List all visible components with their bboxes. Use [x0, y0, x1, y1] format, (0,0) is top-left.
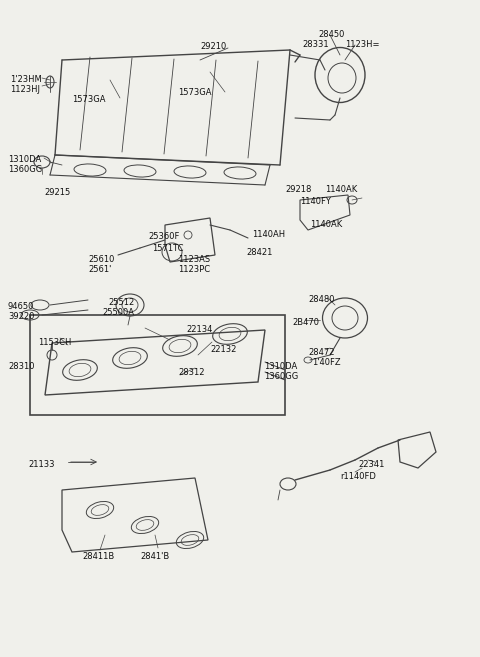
Text: 28312: 28312 [178, 368, 204, 377]
Text: 22132: 22132 [210, 345, 236, 354]
Text: 2561': 2561' [88, 265, 111, 274]
Text: 21133: 21133 [28, 460, 55, 469]
Text: 1123AS: 1123AS [178, 255, 210, 264]
Text: 1573GA: 1573GA [72, 95, 106, 104]
Text: 1123H=: 1123H= [345, 40, 380, 49]
Text: 1153CH: 1153CH [38, 338, 72, 347]
Text: 25500A: 25500A [102, 308, 134, 317]
Text: 28411B: 28411B [82, 552, 114, 561]
Text: 1310DA: 1310DA [264, 362, 297, 371]
Text: 29215: 29215 [44, 188, 70, 197]
Text: 1140AK: 1140AK [310, 220, 342, 229]
Text: 28450: 28450 [318, 30, 344, 39]
Text: 25360F: 25360F [148, 232, 180, 241]
Text: 39220: 39220 [8, 312, 35, 321]
Text: 1571TC: 1571TC [152, 244, 183, 253]
Text: 1360GG: 1360GG [264, 372, 298, 381]
Text: 1140FY: 1140FY [300, 197, 331, 206]
Text: 1123PC: 1123PC [178, 265, 210, 274]
Text: 28421: 28421 [246, 248, 272, 257]
Text: 1'40FZ: 1'40FZ [312, 358, 341, 367]
Text: 22134: 22134 [186, 325, 212, 334]
Text: 1360GG: 1360GG [8, 165, 42, 174]
Text: 25610: 25610 [88, 255, 114, 264]
Text: 94650: 94650 [8, 302, 35, 311]
Text: 29210: 29210 [200, 42, 226, 51]
Text: 1140AK: 1140AK [325, 185, 357, 194]
Text: 28310: 28310 [8, 362, 35, 371]
Text: 25512: 25512 [108, 298, 134, 307]
Text: 2B470: 2B470 [292, 318, 319, 327]
Text: 22341: 22341 [358, 460, 384, 469]
Text: 1123HJ: 1123HJ [10, 85, 40, 94]
Text: 1'23HM: 1'23HM [10, 75, 42, 84]
Text: 1573GA: 1573GA [178, 88, 212, 97]
Text: 28331: 28331 [302, 40, 329, 49]
Bar [30, 315, 285, 415]
Text: 28472: 28472 [308, 348, 335, 357]
Text: 29218: 29218 [285, 185, 312, 194]
Text: 2841'B: 2841'B [140, 552, 169, 561]
Text: 1310DA: 1310DA [8, 155, 41, 164]
Text: 28480: 28480 [308, 295, 335, 304]
Text: 1140AH: 1140AH [252, 230, 285, 239]
Text: r1140FD: r1140FD [340, 472, 376, 481]
